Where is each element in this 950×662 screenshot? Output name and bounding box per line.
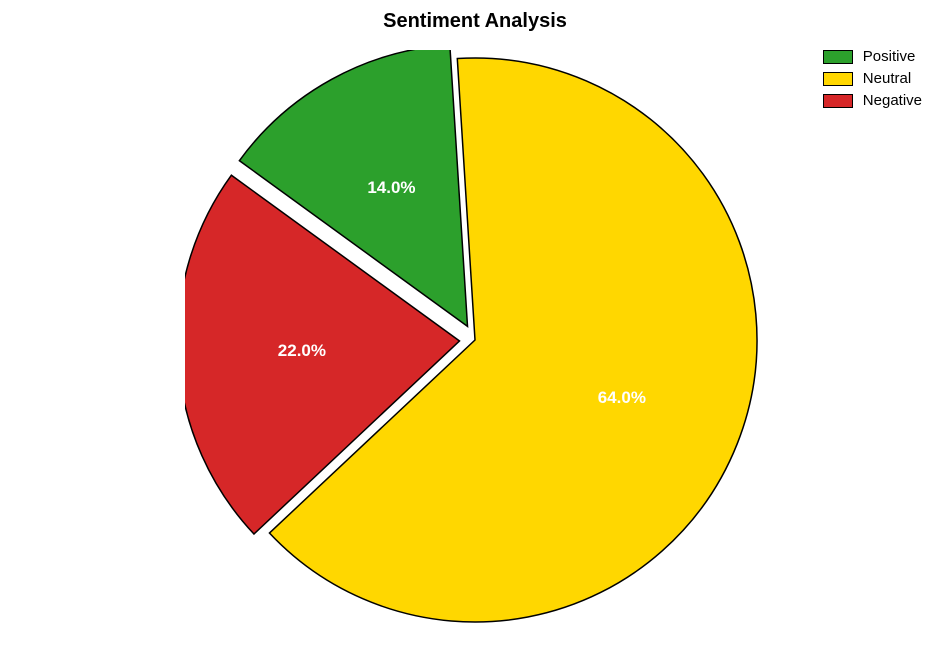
slice-label-neutral: 64.0% [598, 388, 646, 408]
pie-svg-wrap [185, 50, 765, 630]
slice-label-positive: 14.0% [367, 178, 415, 198]
legend-label-positive: Positive [863, 48, 916, 65]
legend-item-neutral: Neutral [823, 70, 922, 87]
legend-swatch-neutral [823, 72, 853, 86]
legend-swatch-negative [823, 94, 853, 108]
slice-label-negative: 22.0% [278, 341, 326, 361]
legend-label-negative: Negative [863, 92, 922, 109]
pie-svg [185, 50, 765, 630]
legend-item-negative: Negative [823, 92, 922, 109]
pie-chart-container: Sentiment Analysis 14.0% 64.0% 22.0% Posit… [0, 0, 950, 662]
chart-title: Sentiment Analysis [383, 10, 567, 33]
legend-label-neutral: Neutral [863, 70, 911, 87]
legend-swatch-positive [823, 50, 853, 64]
legend-item-positive: Positive [823, 48, 922, 65]
legend: Positive Neutral Negative [823, 48, 922, 114]
